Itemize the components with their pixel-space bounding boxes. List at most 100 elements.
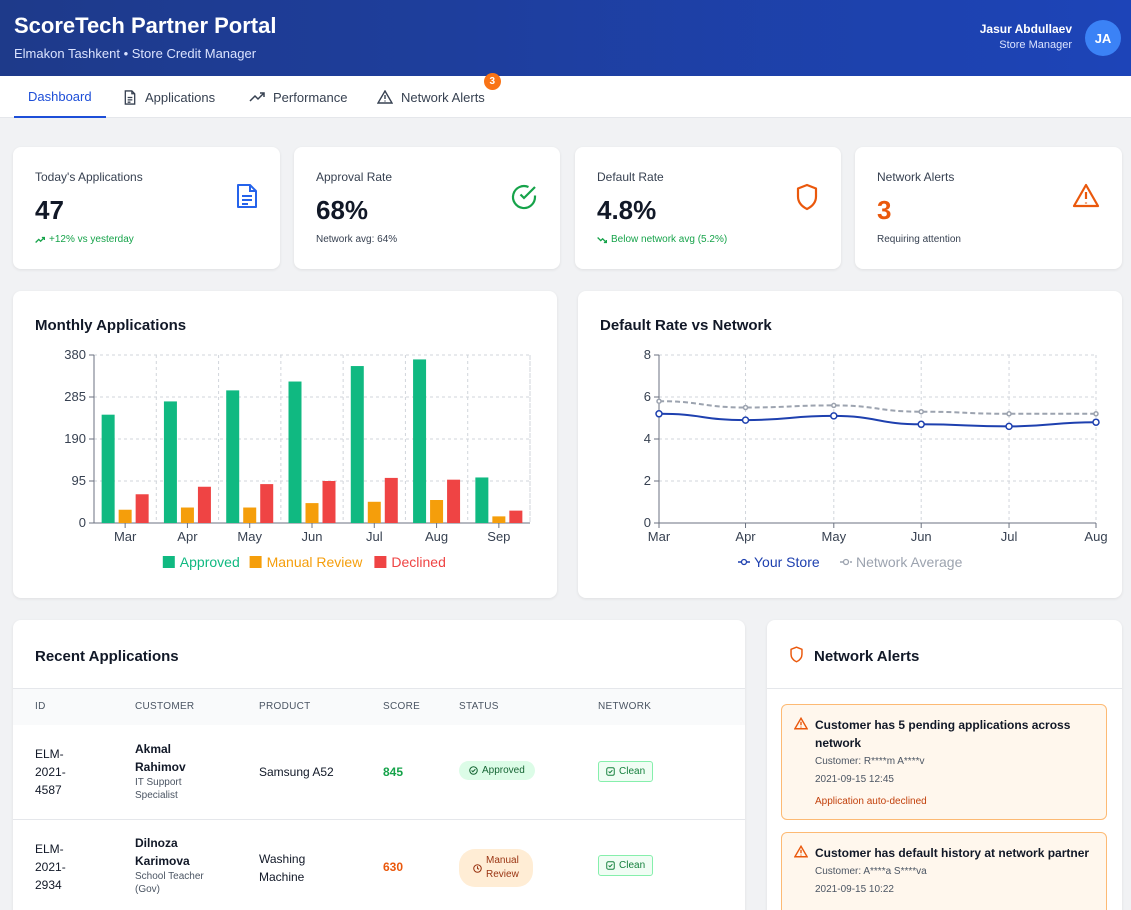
app-title: ScoreTech Partner Portal (14, 13, 277, 38)
app-id-part: 2934 (35, 878, 62, 892)
table-header: ID Customer Product Score Status Network (13, 688, 745, 725)
x-tick-label: Jul (366, 529, 383, 544)
nav-tabs: Dashboard Applications Performance Netwo… (0, 73, 1131, 118)
warning-icon (377, 90, 393, 104)
x-tick-label: Apr (735, 529, 756, 544)
bar-approved (226, 390, 240, 523)
y-tick-label: 285 (64, 389, 86, 404)
stat-card-approval: Approval Rate 68% Network avg: 64% (294, 147, 560, 269)
bar-declined (384, 477, 398, 523)
app-id[interactable]: ELM- 2021- 2934 (35, 840, 66, 894)
legend-label: Approved (180, 554, 240, 570)
bar-manual-review (305, 503, 319, 523)
legend-label: Your Store (754, 554, 820, 570)
x-tick-label: Apr (177, 529, 198, 544)
data-point (830, 412, 838, 420)
avatar[interactable]: JA (1085, 20, 1121, 56)
alert-customer: Customer: R****m A****v (815, 756, 925, 767)
col-customer: Customer (135, 701, 195, 712)
customer-name: Akmal (135, 742, 172, 756)
warning-icon (794, 845, 808, 858)
alert-action: Application auto-declined (815, 796, 927, 807)
document-icon (237, 184, 257, 208)
y-tick-label: 4 (644, 431, 651, 446)
data-point (655, 410, 663, 418)
stat-value: 68% (316, 195, 369, 225)
stat-card-alerts[interactable]: Network Alerts 3 Requiring attention (855, 147, 1122, 269)
document-icon (124, 89, 136, 105)
divider (767, 688, 1122, 689)
stat-trend: Below network avg (5.2%) (597, 234, 727, 245)
x-tick-label: Jun (302, 529, 323, 544)
score: 630 (383, 860, 404, 874)
x-tick-label: Aug (425, 529, 448, 544)
stat-sub-text: Requiring attention (877, 234, 961, 245)
bar-declined (509, 510, 523, 523)
alert-time: 2021-09-15 12:45 (815, 774, 894, 785)
alerts-panel-title: Network Alerts (814, 648, 920, 665)
alerts-count-badge: 3 (483, 73, 501, 90)
bar-declined (447, 479, 461, 523)
data-point (1005, 422, 1013, 431)
table-row[interactable]: ELM- 2021- 4587 Akmal Rahimov IT Support… (13, 725, 745, 820)
legend-marker (740, 558, 748, 566)
customer: Dilnoza Karimova School Teacher (Gov) (135, 834, 204, 896)
data-point (656, 398, 662, 404)
tab-network-alerts[interactable]: Network Alerts 3 (377, 73, 501, 118)
tab-performance[interactable]: Performance (249, 76, 347, 118)
customer-job: (Gov) (135, 884, 160, 895)
customer-job: School Teacher (135, 871, 204, 882)
customer-name: Karimova (135, 854, 190, 868)
default-rate-chart: 0 2 4 6 8 Mar Apr May Jun Jul Aug Your Store Network… (644, 347, 1108, 570)
bar-approved (163, 401, 177, 523)
network-badge: Clean (598, 761, 654, 782)
alert-item[interactable]: Customer has 5 pending applications acro… (781, 704, 1107, 820)
col-score: Score (383, 701, 421, 712)
data-point (742, 404, 749, 411)
tab-label: Applications (145, 89, 216, 105)
tab-applications[interactable]: Applications (123, 76, 215, 118)
data-point (917, 420, 925, 429)
bar-declined (260, 484, 274, 523)
series-line-network-average (658, 400, 1096, 415)
monthly-applications-card: Monthly Applications 0 95 190 285 380 Mar Apr M… (13, 291, 557, 598)
score: 845 (383, 765, 404, 779)
stat-value: 4.8% (597, 195, 657, 225)
check-square-icon (606, 861, 615, 870)
chart-title: Default Rate vs Network (600, 317, 772, 334)
bar-manual-review (180, 507, 194, 523)
status-text-part: Review (486, 869, 519, 880)
table-title: Recent Applications (35, 648, 179, 665)
app-id[interactable]: ELM- 2021- 4587 (35, 745, 66, 799)
bar-approved (475, 477, 489, 523)
bar-manual-review (492, 516, 506, 523)
bar-approved (101, 414, 115, 523)
y-tick-label: 8 (644, 347, 651, 362)
col-product: Product (259, 701, 311, 712)
customer: Akmal Rahimov IT Support Specialist (135, 740, 186, 802)
alert-title: Customer has 5 pending applications acro… (815, 718, 1071, 750)
x-tick-label: Sep (487, 529, 510, 544)
bar-manual-review (367, 501, 381, 523)
bar-manual-review (430, 500, 444, 523)
tab-dashboard[interactable]: Dashboard (14, 76, 106, 118)
warning-icon (1072, 183, 1100, 208)
series-line-your-store (658, 412, 1097, 428)
user-name[interactable]: Jasur Abdullaev (979, 22, 1072, 36)
legend-swatch (249, 556, 262, 568)
stat-sub-text: Below network avg (5.2%) (611, 234, 728, 245)
chart-title: Monthly Applications (35, 317, 187, 334)
warning-icon (794, 717, 808, 730)
bar-declined (322, 481, 336, 523)
alert-item[interactable]: Customer has default history at network … (781, 832, 1107, 910)
stat-card-applications: Today's Applications 47 +12% vs yesterda… (13, 147, 280, 269)
y-tick-label: 0 (644, 515, 651, 530)
clock-icon (473, 863, 482, 873)
table-row[interactable]: ELM- 2021- 2934 Dilnoza Karimova School … (13, 820, 745, 910)
stat-label: Default Rate (597, 170, 664, 184)
shield-icon (796, 183, 818, 211)
x-tick-label: May (822, 529, 847, 544)
check-circle-icon (511, 184, 537, 210)
bar-declined (197, 486, 211, 523)
default-rate-card: Default Rate vs Network 0 2 4 6 8 Mar Apr May Ju… (578, 291, 1122, 598)
